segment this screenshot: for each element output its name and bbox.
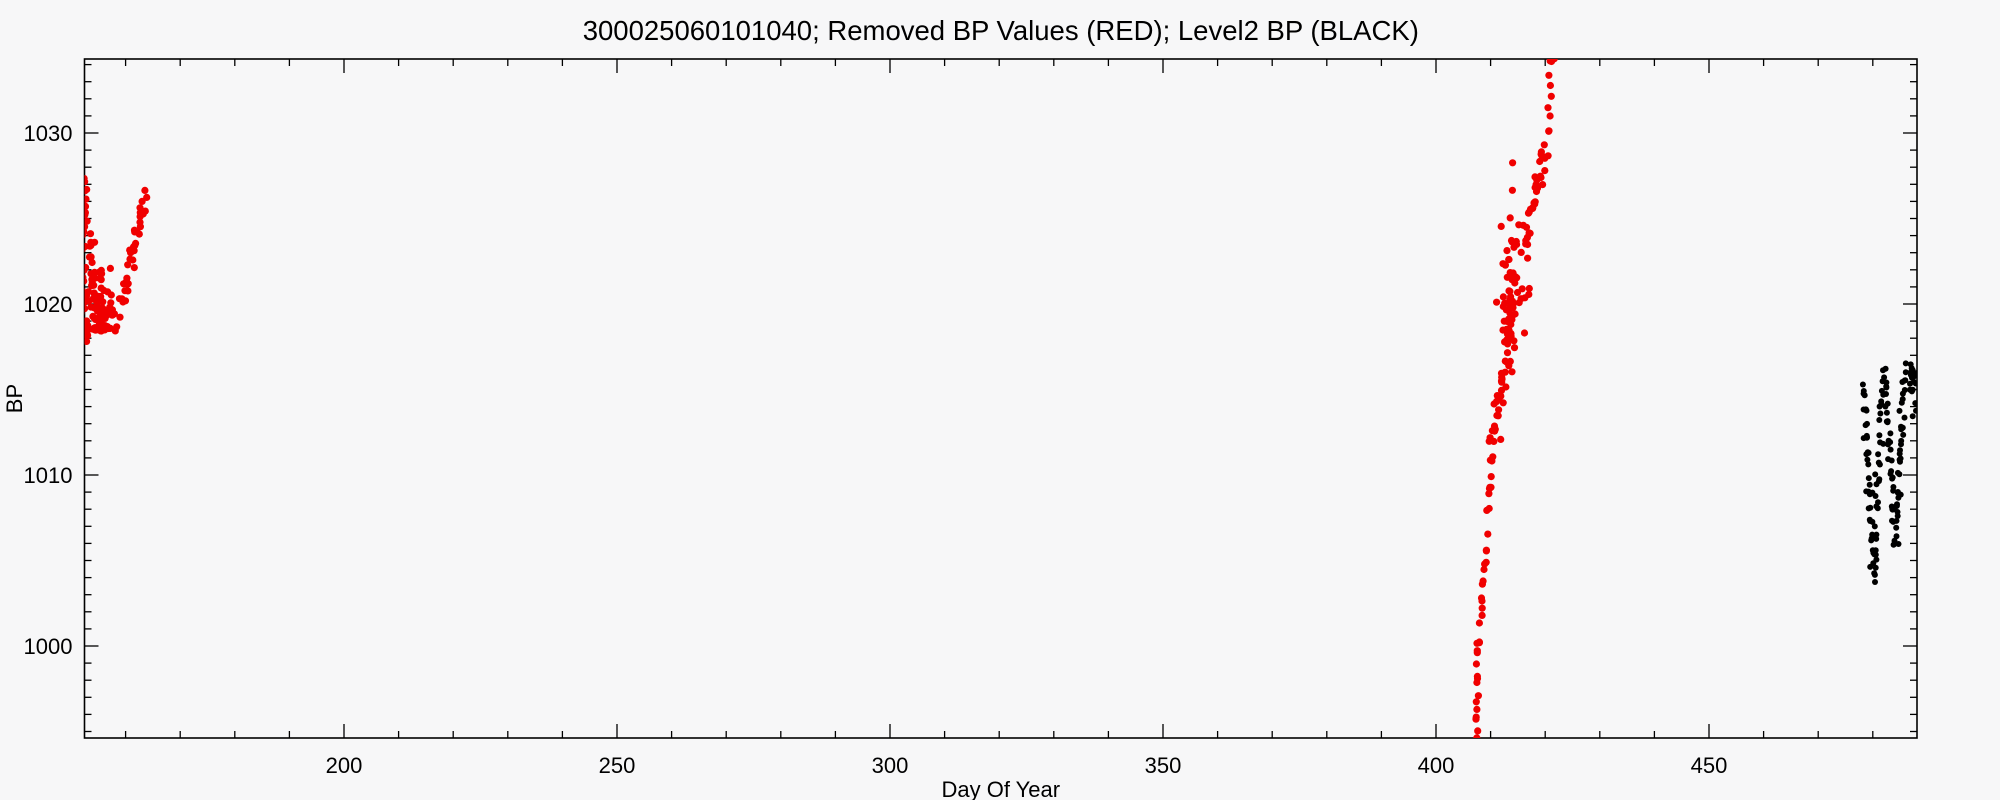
svg-text:350: 350: [1145, 753, 1182, 778]
svg-text:300: 300: [872, 753, 909, 778]
svg-text:250: 250: [599, 753, 636, 778]
svg-text:Day Of Year: Day Of Year: [941, 777, 1060, 800]
svg-text:1030: 1030: [24, 121, 73, 146]
svg-text:200: 200: [326, 753, 363, 778]
svg-text:1020: 1020: [24, 292, 73, 317]
svg-text:300025060101040; Removed BP Va: 300025060101040; Removed BP Values (RED)…: [583, 15, 1419, 46]
svg-text:1000: 1000: [24, 634, 73, 659]
svg-text:1010: 1010: [24, 463, 73, 488]
svg-text:400: 400: [1418, 753, 1455, 778]
svg-text:BP: BP: [2, 384, 27, 413]
svg-text:450: 450: [1691, 753, 1728, 778]
